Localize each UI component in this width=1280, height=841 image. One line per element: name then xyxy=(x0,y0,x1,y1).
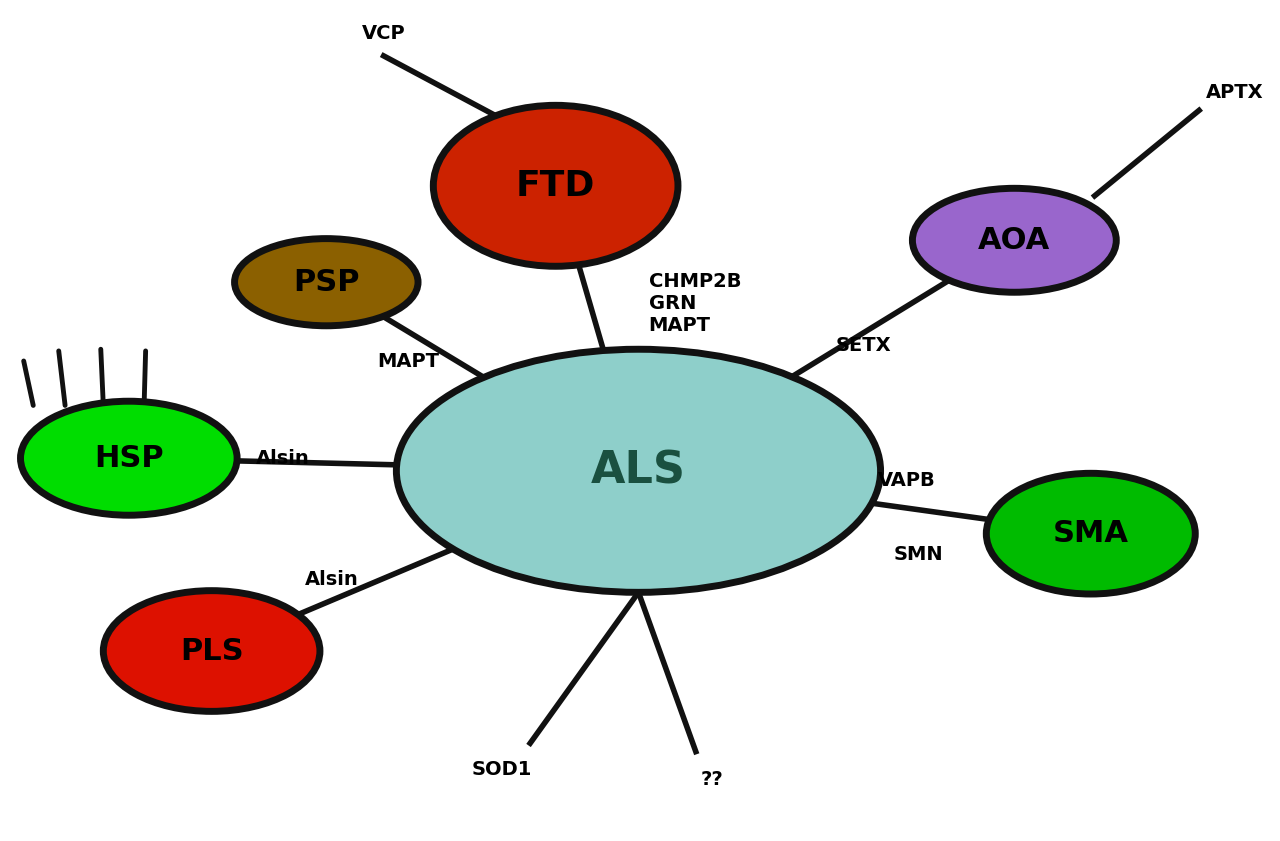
Text: AOA: AOA xyxy=(978,225,1051,255)
Text: PLS: PLS xyxy=(179,637,243,665)
Text: SOD1: SOD1 xyxy=(472,760,532,779)
Text: ALS: ALS xyxy=(591,449,686,492)
Text: SETX: SETX xyxy=(836,336,892,355)
Text: CHMP2B
GRN
MAPT: CHMP2B GRN MAPT xyxy=(649,272,741,335)
Text: Alsin: Alsin xyxy=(305,570,358,590)
Ellipse shape xyxy=(104,590,320,711)
Ellipse shape xyxy=(987,473,1196,594)
Text: SMA: SMA xyxy=(1052,519,1129,548)
Text: HSP: HSP xyxy=(93,444,164,473)
Text: SMN: SMN xyxy=(893,545,943,564)
Ellipse shape xyxy=(20,401,237,516)
Ellipse shape xyxy=(234,239,419,325)
Ellipse shape xyxy=(434,105,678,267)
Ellipse shape xyxy=(913,188,1116,293)
Text: MAPT: MAPT xyxy=(378,352,439,372)
Text: Alsin: Alsin xyxy=(256,449,310,468)
Text: FTD: FTD xyxy=(516,169,595,203)
Text: VCP: VCP xyxy=(362,24,406,43)
Text: PSP: PSP xyxy=(293,267,360,297)
Ellipse shape xyxy=(397,349,881,592)
Text: ??: ?? xyxy=(701,770,723,789)
Text: VAPB: VAPB xyxy=(878,471,936,490)
Text: APTX: APTX xyxy=(1206,83,1263,102)
